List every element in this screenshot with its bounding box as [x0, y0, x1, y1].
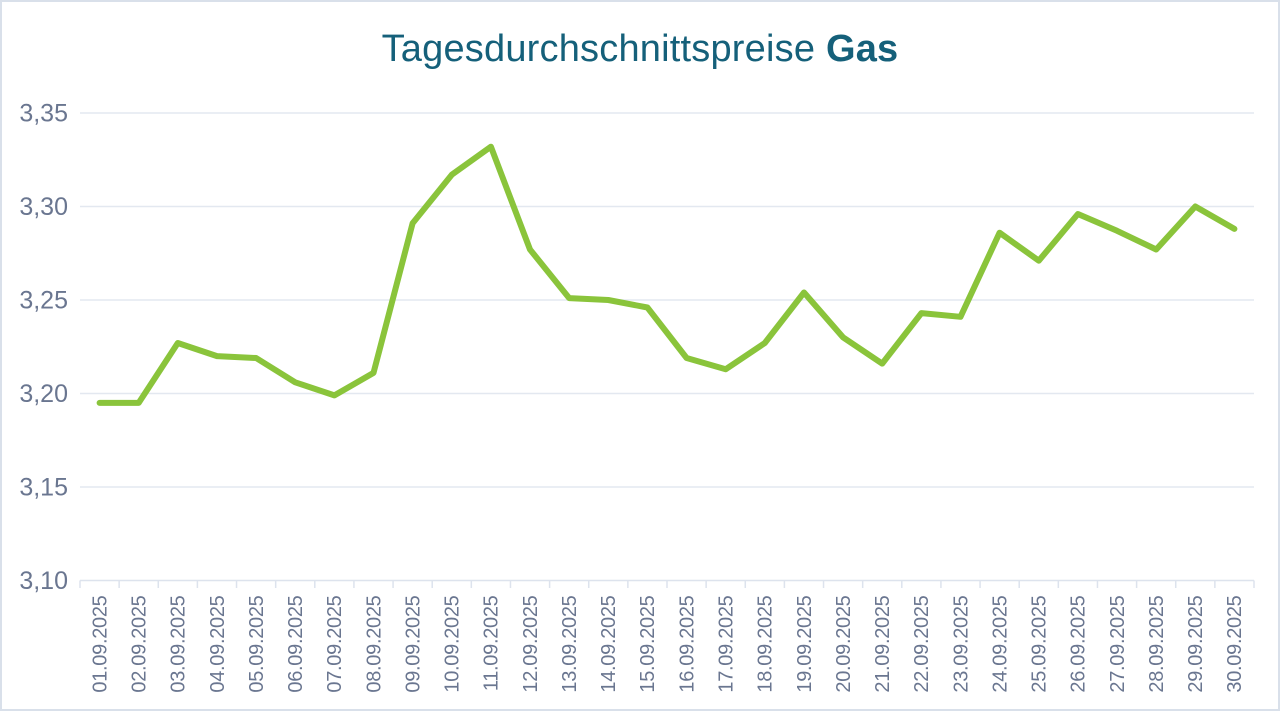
x-tick-label: 20.09.2025 — [833, 595, 855, 692]
x-tick-label: 24.09.2025 — [989, 595, 1011, 692]
x-tick-label: 27.09.2025 — [1107, 595, 1129, 692]
x-tick-label: 10.09.2025 — [442, 595, 464, 692]
x-tick-label: 11.09.2025 — [481, 595, 503, 691]
x-tick-label: 29.09.2025 — [1185, 595, 1207, 692]
x-tick-label: 06.09.2025 — [285, 595, 307, 692]
y-tick-label: 3,35 — [19, 100, 68, 128]
chart-title-regular: Tagesdurchschnittspreise — [381, 28, 816, 70]
x-tick-label: 12.09.2025 — [520, 595, 542, 692]
x-tick-label: 26.09.2025 — [1068, 595, 1090, 692]
y-tick-label: 3,20 — [19, 380, 68, 408]
gas-price-line — [96, 143, 1238, 406]
x-tick-label: 14.09.2025 — [598, 595, 620, 692]
x-tick-label: 16.09.2025 — [676, 595, 698, 692]
x-tick-label: 18.09.2025 — [755, 595, 777, 692]
x-tick-label: 13.09.2025 — [559, 595, 581, 692]
y-tick-label: 3,25 — [19, 287, 68, 315]
x-tick-label: 22.09.2025 — [911, 595, 933, 692]
x-tick-label: 30.09.2025 — [1224, 595, 1246, 692]
x-tick-label: 04.09.2025 — [207, 595, 229, 692]
chart-title: Tagesdurchschnittspreise Gas — [2, 28, 1278, 71]
x-tick-label: 21.09.2025 — [872, 595, 894, 692]
x-tick-label: 07.09.2025 — [324, 595, 346, 692]
x-tick-label: 05.09.2025 — [246, 595, 268, 692]
x-tick-label: 02.09.2025 — [129, 595, 151, 692]
y-tick-label: 3,15 — [19, 474, 68, 502]
x-tick-label: 09.09.2025 — [402, 595, 424, 692]
x-tick-label: 03.09.2025 — [168, 595, 190, 692]
x-tick-label: 08.09.2025 — [363, 595, 385, 692]
x-tick-label: 19.09.2025 — [794, 595, 816, 692]
x-tick-label: 28.09.2025 — [1146, 595, 1168, 692]
x-tick-label: 25.09.2025 — [1029, 595, 1051, 692]
x-tick-label: 17.09.2025 — [716, 595, 738, 692]
x-tick-label: 01.09.2025 — [89, 595, 111, 692]
y-tick-label: 3,30 — [19, 193, 68, 221]
y-tick-label: 3,10 — [19, 567, 68, 595]
x-tick-label: 23.09.2025 — [950, 595, 972, 692]
x-tick-label: 15.09.2025 — [637, 595, 659, 692]
chart-title-bold: Gas — [825, 28, 899, 70]
